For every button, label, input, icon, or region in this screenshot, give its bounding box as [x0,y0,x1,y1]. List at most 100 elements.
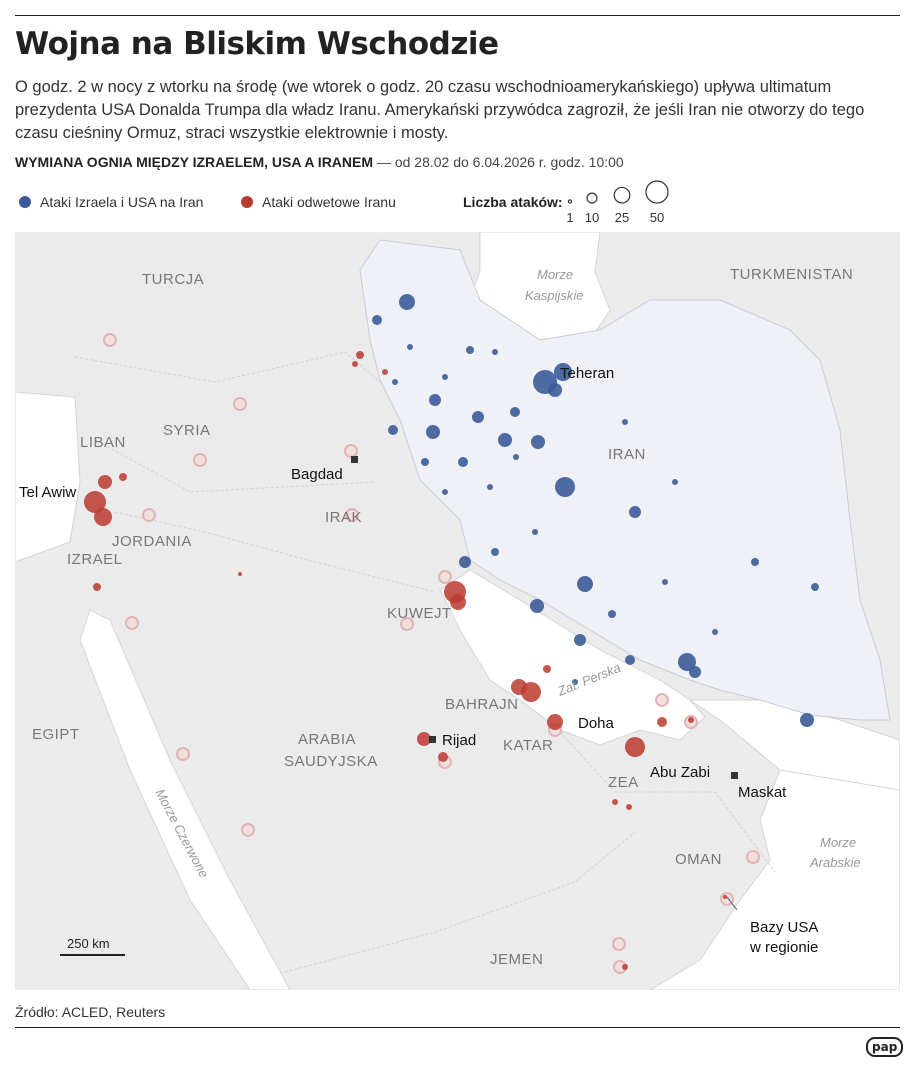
attack-dot [608,610,616,618]
country-label: SYRIA [163,422,211,439]
attack-dot [622,964,628,970]
size-label: 1 [566,210,573,225]
country-label: EGIPT [32,726,80,743]
city-label: Teheran [560,365,614,382]
attack-dot [521,682,541,702]
legend-swatch [241,196,253,208]
annotation: w regionie [749,939,818,956]
attack-dot [678,653,696,671]
capital-marker [351,456,358,463]
attack-dot [429,394,441,406]
country-label: ZEA [608,774,639,791]
attack-dot [625,737,645,757]
attack-dot [689,666,701,678]
country-label: BAHRAJN [445,696,519,713]
attack-dot [672,479,678,485]
attack-dot [442,489,448,495]
attack-dot [382,369,388,375]
attack-dot [94,508,112,526]
map: TURCJA TURKMENISTAN Morze Kaspijskie Teh… [15,232,900,990]
attack-dot [572,679,578,685]
size-title: Liczba ataków: [463,194,563,210]
country-label: KUWEJT [387,605,452,622]
country-label: KATAR [503,737,553,754]
size-label: 10 [585,210,599,225]
base-marker [746,850,760,864]
base-marker [103,333,117,347]
scale-label: 250 km [67,936,110,951]
attack-dot [492,349,498,355]
legend-swatch [19,196,31,208]
attack-dot [487,484,493,490]
country-label: TURCJA [142,271,204,288]
attack-dot [119,473,127,481]
legend-label: Ataki odwetowe Iranu [262,194,396,210]
attack-dot [421,458,429,466]
attack-dot [466,346,474,354]
attack-dot [548,383,562,397]
attack-dot [657,717,667,727]
sea-label: Kaspijskie [525,288,584,303]
attack-dot [688,717,694,723]
attack-dot [372,315,382,325]
border [114,511,436,593]
country-label: JORDANIA [112,533,192,550]
bottom-rule [15,1027,900,1028]
attack-dot [450,594,466,610]
attack-dot [530,599,544,613]
base-marker [233,397,247,411]
size-swatch [613,186,631,204]
city-label: Maskat [738,784,787,801]
attack-dot [662,579,668,585]
base-marker [125,616,139,630]
attack-dot [417,732,431,746]
base-marker [655,693,669,707]
legend-label: Ataki Izraela i USA na Iran [40,194,203,210]
base-marker [193,453,207,467]
attack-dot [547,714,563,730]
attack-dot [543,665,551,673]
attack-dot [574,634,586,646]
attack-dot [629,506,641,518]
attack-dot [93,583,101,591]
country-label: SAUDYJSKA [284,753,378,770]
attack-dot [800,713,814,727]
base-marker [612,937,626,951]
country-label: TURKMENISTAN [730,266,853,283]
lead: O godz. 2 w nocy z wtorku na środę (we w… [15,78,865,142]
country-label: OMAN [675,851,722,868]
mediterranean [15,391,81,563]
base-marker [345,508,359,522]
border [74,351,381,383]
attack-dot [399,294,415,310]
attack-dot [622,419,628,425]
title: Wojna na Bliskim Wschodzie [15,26,499,62]
capital-marker [429,736,436,743]
top-rule [15,15,900,16]
attack-dot [498,433,512,447]
attack-dot [438,752,448,762]
subtitle: WYMIANA OGNIA MIĘDZY IZRAELEM, USA A IRA… [15,154,624,170]
attack-dot [356,351,364,359]
base-marker [176,747,190,761]
attack-dot [510,407,520,417]
size-label: 50 [650,210,664,225]
size-label: 25 [615,210,629,225]
red-sea [79,609,291,990]
attack-dot [626,804,632,810]
base-marker [344,444,358,458]
attack-dot [555,477,575,497]
country-label: IZRAEL [67,551,123,568]
attack-dot [531,435,545,449]
annotation: Bazy USA [750,919,818,936]
attack-dot [84,491,106,513]
annotation-line [726,896,738,911]
country-label: JEMEN [490,951,543,968]
attack-dot [577,576,593,592]
iran [359,239,891,721]
subtitle-bold: WYMIANA OGNIA MIĘDZY IZRAELEM, USA A IRA… [15,154,374,170]
base-marker [142,508,156,522]
attack-dot [426,425,440,439]
city-label: Bagdad [291,466,343,483]
